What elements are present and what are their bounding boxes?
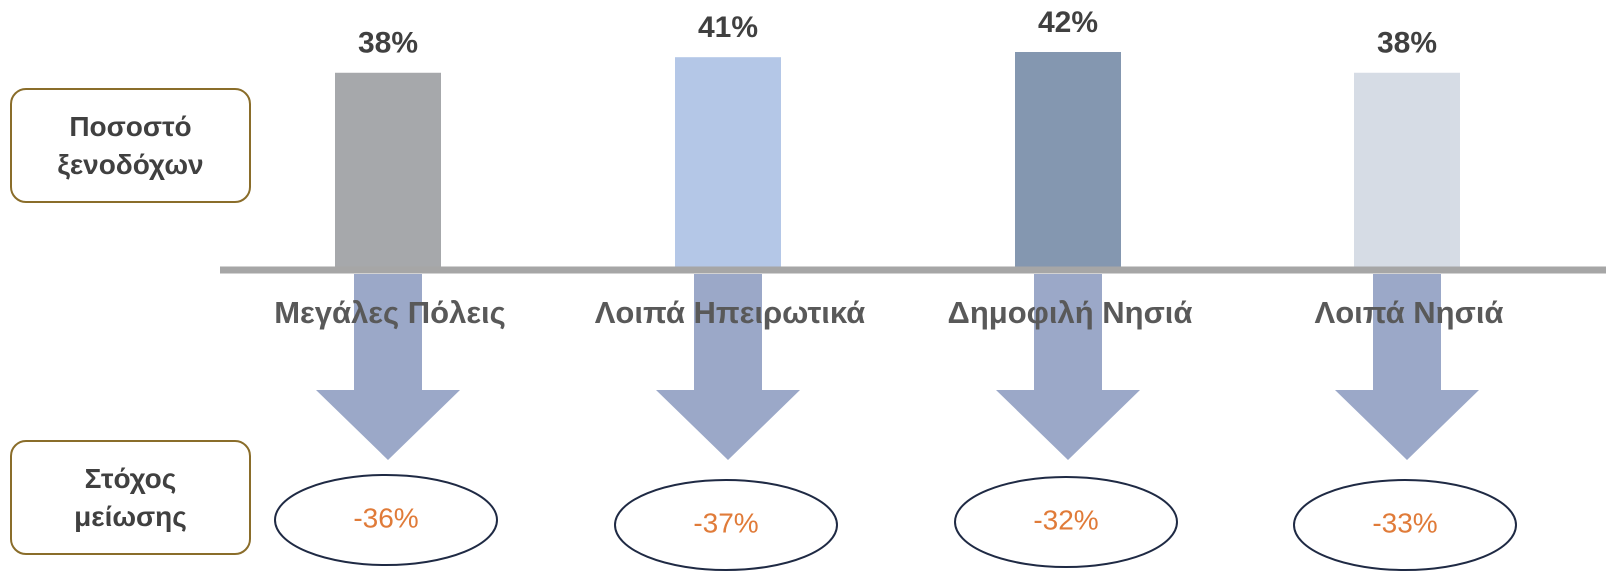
target-label: -37% — [693, 507, 758, 538]
row-label: Ποσοστό ξενοδόχων — [10, 88, 251, 203]
bar — [335, 72, 441, 270]
target-label: -36% — [353, 502, 418, 533]
arrow — [996, 274, 1140, 460]
value-label: 42% — [1038, 6, 1098, 39]
target-label: -32% — [1033, 504, 1098, 535]
arrow — [316, 274, 460, 460]
target-oval — [614, 479, 838, 571]
row-label: Στόχος μείωσης — [10, 440, 251, 555]
category-label: Μεγάλες Πόλεις — [274, 295, 506, 330]
target-oval — [1293, 479, 1517, 571]
value-label: 41% — [698, 11, 758, 44]
value-label: 38% — [1377, 27, 1437, 60]
target-oval — [274, 474, 498, 566]
bar — [1354, 72, 1460, 270]
arrow — [656, 274, 800, 460]
bar — [675, 57, 781, 270]
category-label: Δημοφιλή Νησιά — [948, 295, 1193, 330]
arrow — [1335, 274, 1479, 460]
bar — [1015, 52, 1121, 270]
category-label: Λοιπά Ηπειρωτικά — [595, 295, 865, 330]
target-label: -33% — [1372, 507, 1437, 538]
value-label: 38% — [358, 27, 418, 60]
target-oval — [954, 476, 1178, 568]
category-label: Λοιπά Νησιά — [1315, 295, 1504, 330]
